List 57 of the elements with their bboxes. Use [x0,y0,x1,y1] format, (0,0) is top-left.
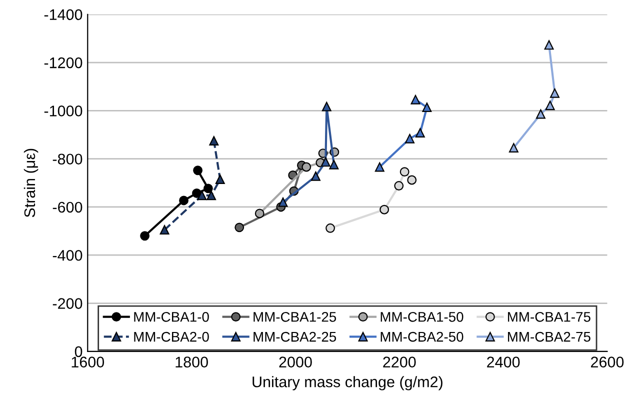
x-tick-label: 2200 [383,356,416,368]
y-tick-label: 0 [74,346,82,358]
point [508,143,518,152]
point [407,175,417,185]
point [140,231,150,241]
point [326,223,336,233]
point [415,128,425,138]
x-tick-label: 2000 [279,356,312,368]
point [193,166,203,176]
point [206,190,216,200]
x-tick-label: 1800 [176,356,208,368]
point [197,190,207,200]
y-tick-label: -600 [52,202,82,213]
point [203,184,213,194]
point [410,94,420,104]
point [544,40,554,50]
point [405,134,414,144]
legend-label: MM-CBA2-25 [254,332,336,342]
point [380,204,390,214]
y-axis-title: Strain (με) [24,148,38,218]
point [536,109,546,119]
y-tick-label: -1200 [44,57,82,68]
point [322,102,332,112]
point [192,188,202,198]
x-tick-label: 2400 [487,356,520,368]
legend-label: MM-CBA2-50 [380,332,464,342]
y-tick-label: -800 [52,154,82,165]
y-tick-label: -400 [52,250,82,261]
point [311,171,320,181]
point [329,160,339,170]
y-tick-label: -200 [52,298,82,309]
point [278,197,288,207]
point [302,162,312,172]
point [550,88,560,98]
point [320,157,330,167]
point [422,102,432,112]
legend-label: MM-CBA2-0 [134,332,209,342]
legend-label: MM-CBA1-75 [508,312,590,322]
point [394,181,404,191]
x-tick-label: 1600 [72,356,104,368]
point [374,162,384,172]
point [254,208,264,218]
legend-label: MM-CBA1-0 [134,312,209,322]
legend-label: MM-CBA1-50 [380,312,464,322]
legend-label: MM-CBA1-25 [254,312,336,322]
point [160,225,170,235]
legend-label: MM-CBA2-75 [508,332,590,342]
point [179,196,188,206]
y-tick-label: -1400 [44,9,82,20]
point [209,136,219,146]
point [215,174,225,184]
y-tick-label: -1000 [44,106,82,116]
x-axis-title: Unitary mass change (g/m2) [252,376,442,390]
point [545,100,555,110]
x-tick-label: 2600 [590,356,624,368]
point [234,222,244,232]
point [400,167,410,177]
